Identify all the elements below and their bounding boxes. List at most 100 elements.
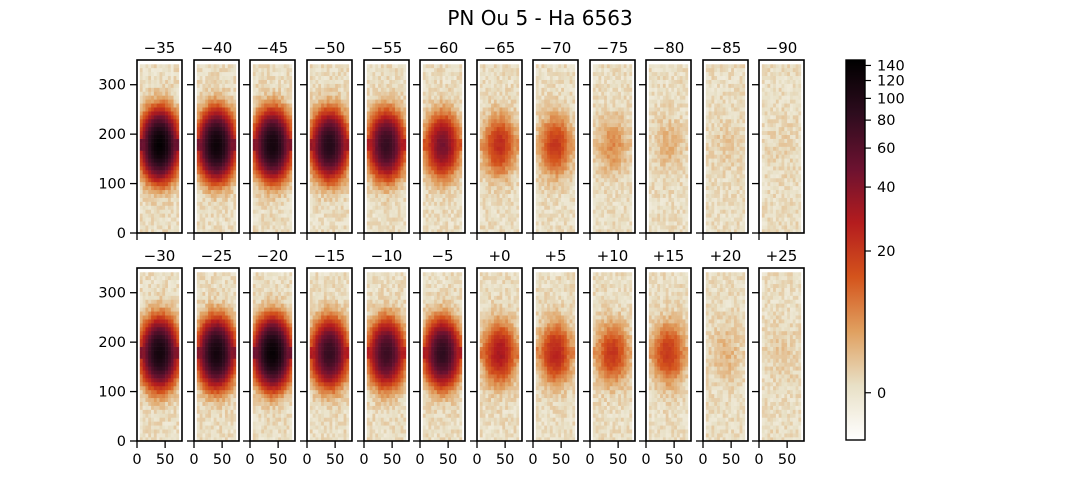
- heatmap-cell: [488, 95, 492, 100]
- heatmap-cell: [436, 209, 440, 214]
- heatmap-cell: [453, 122, 457, 128]
- heatmap-cell: [459, 83, 463, 88]
- heatmap-cell: [258, 181, 262, 187]
- heatmap-cell: [375, 63, 379, 69]
- heatmap-cell: [167, 170, 172, 175]
- heatmap-cell: [278, 134, 282, 139]
- heatmap-cell: [482, 150, 486, 155]
- heatmap-cell: [369, 154, 373, 159]
- heatmap-cell: [462, 181, 466, 187]
- heatmap-cell: [392, 71, 396, 77]
- heatmap-cell: [272, 217, 276, 222]
- heatmap-cell: [167, 193, 172, 198]
- heatmap-cell: [261, 122, 265, 128]
- heatmap-cell: [332, 71, 336, 77]
- heatmap-cell: [366, 107, 370, 112]
- heatmap-cell: [488, 229, 492, 234]
- heatmap-cell: [453, 221, 457, 226]
- heatmap-cell: [222, 75, 226, 80]
- heatmap-cell: [222, 115, 226, 120]
- heatmap-cell: [309, 205, 313, 210]
- heatmap-cell: [450, 91, 455, 96]
- heatmap-cell: [162, 118, 166, 124]
- heatmap-cell: [369, 95, 373, 100]
- heatmap-cell: [280, 118, 285, 124]
- heatmap-cell: [392, 126, 396, 132]
- heatmap-cell: [392, 146, 396, 151]
- heatmap-cell: [159, 67, 163, 73]
- heatmap-cell: [148, 103, 152, 108]
- heatmap-cell: [176, 217, 180, 222]
- heatmap-cell: [456, 122, 460, 128]
- heatmap-cell: [507, 221, 512, 226]
- heatmap-cell: [162, 177, 166, 183]
- heatmap-cell: [230, 201, 234, 206]
- heatmap-cell: [315, 115, 319, 120]
- heatmap-cell: [236, 75, 240, 80]
- heatmap-cell: [510, 138, 514, 143]
- heatmap-cell: [153, 213, 157, 218]
- heatmap-cell: [378, 91, 382, 96]
- heatmap-cell: [378, 170, 382, 175]
- heatmap-cell: [216, 67, 220, 73]
- heatmap-cell: [252, 193, 256, 198]
- heatmap-cell: [420, 111, 424, 116]
- heatmap-cell: [255, 146, 259, 151]
- heatmap-cell: [151, 115, 155, 120]
- heatmap-cell: [519, 87, 523, 92]
- heatmap-cell: [292, 150, 296, 155]
- heatmap-cell: [153, 181, 157, 187]
- heatmap-cell: [332, 122, 336, 128]
- heatmap-cell: [375, 217, 379, 222]
- heatmap-cell: [139, 225, 143, 230]
- heatmap-cell: [394, 158, 399, 163]
- heatmap-cell: [386, 79, 390, 84]
- heatmap-cell: [428, 122, 432, 128]
- heatmap-cell: [425, 213, 429, 218]
- heatmap-cell: [219, 126, 223, 132]
- heatmap-cell: [233, 166, 237, 171]
- heatmap-cell: [275, 71, 279, 77]
- heatmap-cell: [173, 134, 177, 139]
- heatmap-cell: [283, 134, 287, 139]
- heatmap-cell: [502, 213, 506, 218]
- heatmap-cell: [485, 95, 489, 100]
- heatmap-cell: [448, 63, 452, 69]
- heatmap-cell: [312, 118, 316, 124]
- heatmap-cell: [453, 126, 457, 132]
- heatmap-cell: [321, 126, 325, 132]
- heatmap-cell: [442, 166, 446, 171]
- heatmap-cell: [403, 63, 407, 69]
- heatmap-cell: [196, 154, 200, 159]
- heatmap-cell: [397, 115, 401, 120]
- heatmap-cell: [156, 229, 160, 234]
- heatmap-cell: [148, 177, 152, 183]
- heatmap-cell: [397, 174, 401, 179]
- heatmap-cell: [261, 115, 265, 120]
- heatmap-cell: [364, 67, 368, 73]
- heatmap-cell: [403, 95, 407, 100]
- heatmap-cell: [445, 158, 449, 163]
- heatmap-cell: [213, 63, 217, 69]
- heatmap-cell: [434, 154, 438, 159]
- heatmap-cell: [406, 197, 410, 202]
- heatmap-cell: [307, 83, 311, 88]
- heatmap-cell: [459, 213, 463, 218]
- heatmap-cell: [202, 201, 206, 206]
- heatmap-cell: [156, 75, 160, 80]
- heatmap-cell: [372, 189, 376, 194]
- heatmap-cell: [292, 221, 296, 226]
- heatmap-cell: [196, 185, 200, 191]
- heatmap-cell: [159, 166, 163, 171]
- heatmap-cell: [364, 126, 368, 132]
- heatmap-cell: [196, 63, 200, 69]
- heatmap-cell: [280, 146, 285, 151]
- heatmap-cell: [264, 138, 268, 143]
- heatmap-cell: [477, 225, 481, 230]
- heatmap-cell: [236, 79, 240, 84]
- heatmap-cell: [507, 197, 512, 202]
- heatmap-cell: [179, 197, 183, 202]
- heatmap-cell: [425, 83, 429, 88]
- heatmap-cell: [364, 134, 368, 139]
- heatmap-cell: [346, 71, 350, 77]
